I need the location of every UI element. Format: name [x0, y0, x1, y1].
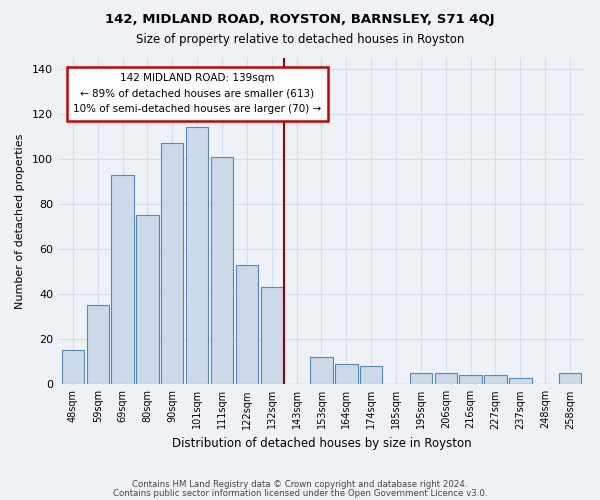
Bar: [360, 366, 382, 384]
Bar: [410, 373, 432, 384]
X-axis label: Distribution of detached houses by size in Royston: Distribution of detached houses by size …: [172, 437, 471, 450]
Bar: [136, 216, 158, 384]
Text: Size of property relative to detached houses in Royston: Size of property relative to detached ho…: [136, 32, 464, 46]
Bar: [434, 373, 457, 384]
Y-axis label: Number of detached properties: Number of detached properties: [15, 133, 25, 308]
Text: Contains HM Land Registry data © Crown copyright and database right 2024.: Contains HM Land Registry data © Crown c…: [132, 480, 468, 489]
Bar: [460, 376, 482, 384]
Bar: [112, 174, 134, 384]
Bar: [161, 143, 184, 384]
Bar: [484, 376, 506, 384]
Text: Contains public sector information licensed under the Open Government Licence v3: Contains public sector information licen…: [113, 488, 487, 498]
Bar: [559, 373, 581, 384]
Bar: [335, 364, 358, 384]
Bar: [509, 378, 532, 384]
Bar: [236, 265, 258, 384]
Bar: [310, 358, 332, 384]
Bar: [260, 288, 283, 384]
Text: 142 MIDLAND ROAD: 139sqm
← 89% of detached houses are smaller (613)
10% of semi-: 142 MIDLAND ROAD: 139sqm ← 89% of detach…: [73, 74, 321, 114]
Bar: [186, 128, 208, 384]
Bar: [211, 156, 233, 384]
Text: 142, MIDLAND ROAD, ROYSTON, BARNSLEY, S71 4QJ: 142, MIDLAND ROAD, ROYSTON, BARNSLEY, S7…: [105, 12, 495, 26]
Bar: [62, 350, 84, 384]
Bar: [86, 306, 109, 384]
